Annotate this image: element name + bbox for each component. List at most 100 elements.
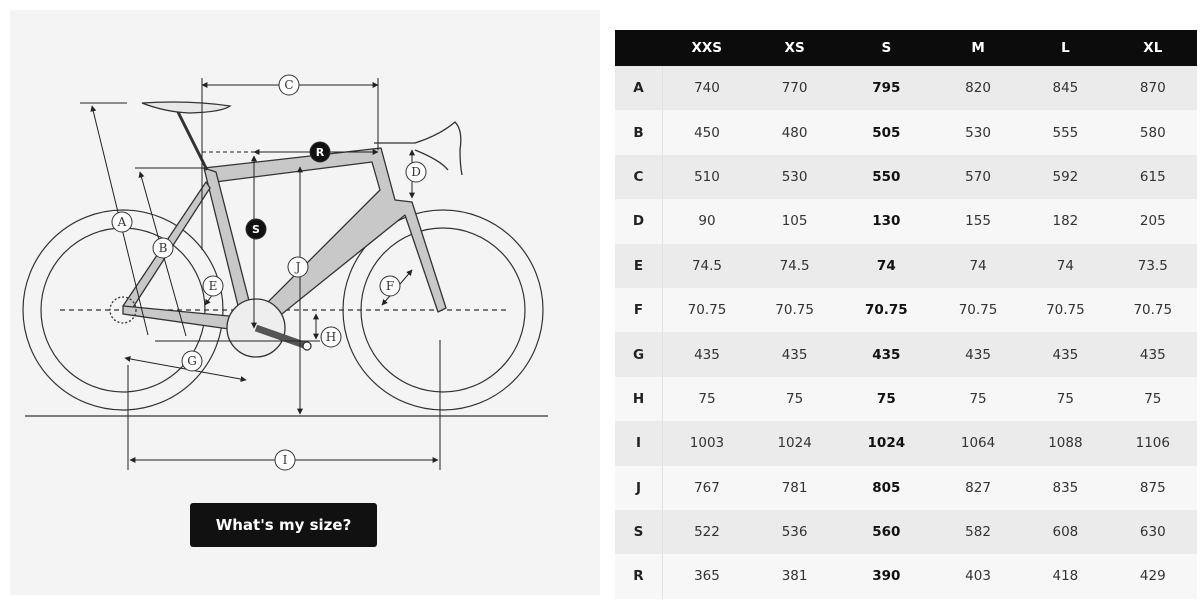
table-cell: 570 xyxy=(965,168,991,185)
row-label: S xyxy=(615,509,663,555)
svg-text:E: E xyxy=(209,279,218,293)
svg-text:R: R xyxy=(316,146,325,159)
table-cell: 480 xyxy=(781,124,808,141)
table-cell: 592 xyxy=(1052,168,1079,185)
table-cell: 75 xyxy=(1144,390,1162,407)
table-cell: 505 xyxy=(872,124,901,141)
table-cell: 130 xyxy=(872,213,901,230)
row-label: C xyxy=(615,154,663,200)
table-cell: 1064 xyxy=(960,435,996,452)
table-row: G 435 435 435 435 435 435 xyxy=(615,332,1197,377)
row-label: J xyxy=(615,465,663,510)
label-f: F xyxy=(379,275,401,297)
table-header-row: XXS XS S M L XL xyxy=(615,30,1197,66)
row-label: H xyxy=(615,376,663,422)
table-cell: 74.5 xyxy=(691,257,722,274)
label-i: I xyxy=(274,449,296,471)
table-cell: 435 xyxy=(1139,346,1166,363)
label-d: D xyxy=(405,161,427,183)
column-header-xs: XS xyxy=(784,40,805,56)
table-cell: 536 xyxy=(781,524,808,541)
table-cell: 560 xyxy=(872,524,901,541)
svg-text:J: J xyxy=(294,260,301,274)
svg-text:B: B xyxy=(159,241,168,255)
table-cell: 767 xyxy=(694,479,720,496)
table-cell: 608 xyxy=(1052,524,1079,541)
table-cell: 1088 xyxy=(1048,435,1083,452)
table-cell: 1024 xyxy=(777,435,812,452)
svg-text:A: A xyxy=(117,215,127,229)
column-header-m: M xyxy=(971,40,985,56)
table-cell: 390 xyxy=(872,568,901,585)
table-cell: 70.75 xyxy=(775,302,814,319)
table-cell: 827 xyxy=(965,479,991,496)
table-cell: 450 xyxy=(694,124,720,141)
table-cell: 435 xyxy=(694,346,720,363)
table-cell: 530 xyxy=(965,124,991,141)
table-cell: 1106 xyxy=(1135,435,1170,452)
table-row: S 522 536 560 582 608 630 xyxy=(615,509,1197,555)
column-header-xl: XL xyxy=(1143,40,1163,56)
table-cell: 1003 xyxy=(689,435,725,452)
label-a: A xyxy=(111,211,133,233)
saddle xyxy=(141,101,232,114)
table-cell: 205 xyxy=(1139,213,1166,230)
label-b: B xyxy=(152,237,174,259)
table-cell: 580 xyxy=(1139,124,1166,141)
table-cell: 70.75 xyxy=(1133,302,1173,319)
table-cell: 510 xyxy=(694,168,720,185)
table-cell: 435 xyxy=(872,346,901,363)
label-j: J xyxy=(287,256,309,278)
table-cell: 74.5 xyxy=(779,257,810,274)
bike-frame xyxy=(122,147,447,333)
row-label: D xyxy=(615,199,663,244)
geometry-size-table: XXS XS S M L XL A 740 770 795 820 845 870 B 450 480 505… xyxy=(615,30,1197,599)
geometry-diagram-panel xyxy=(10,10,600,595)
table-cell: 805 xyxy=(872,479,901,496)
seatpost xyxy=(176,111,209,171)
table-cell: 795 xyxy=(872,80,901,97)
table-cell: 74 xyxy=(969,257,987,274)
table-cell: 418 xyxy=(1052,568,1079,585)
label-h: H xyxy=(320,326,342,348)
row-label: F xyxy=(615,287,663,333)
whats-my-size-button[interactable]: What's my size? xyxy=(190,503,377,547)
table-cell: 740 xyxy=(694,80,720,97)
table-cell: 435 xyxy=(781,346,808,363)
table-cell: 615 xyxy=(1139,168,1166,185)
table-cell: 75 xyxy=(969,390,987,407)
handlebar xyxy=(374,121,463,176)
table-cell: 90 xyxy=(698,213,716,230)
table-cell: 182 xyxy=(1052,213,1079,230)
table-cell: 875 xyxy=(1139,479,1166,496)
table-cell: 770 xyxy=(781,80,808,97)
table-cell: 70.75 xyxy=(1046,302,1085,319)
corner-cell xyxy=(615,30,663,66)
table-cell: 70.75 xyxy=(958,302,998,319)
table-cell: 582 xyxy=(965,524,991,541)
column-header-xxs: XXS xyxy=(691,40,722,56)
column-header-l: L xyxy=(1061,40,1070,56)
cassette xyxy=(109,296,137,324)
table-row: A 740 770 795 820 845 870 xyxy=(615,66,1197,111)
label-g: G xyxy=(181,350,203,372)
svg-text:F: F xyxy=(386,279,394,293)
table-cell: 74 xyxy=(876,257,896,274)
table-cell: 845 xyxy=(1052,80,1079,97)
table-cell: 74 xyxy=(1056,257,1074,274)
table-cell: 781 xyxy=(781,479,808,496)
table-cell: 75 xyxy=(786,390,804,407)
table-cell: 435 xyxy=(965,346,991,363)
table-cell: 870 xyxy=(1139,80,1166,97)
table-cell: 75 xyxy=(698,390,716,407)
table-cell: 555 xyxy=(1052,124,1079,141)
table-cell: 820 xyxy=(965,80,991,97)
table-row: H 75 75 75 75 75 75 xyxy=(615,376,1197,422)
table-cell: 75 xyxy=(1056,390,1074,407)
svg-text:D: D xyxy=(411,165,421,179)
label-r: R xyxy=(309,141,331,163)
bike-geometry-diagram: C D A B J E F H G I R S xyxy=(22,74,548,471)
table-cell: 530 xyxy=(781,168,808,185)
table-cell: 70.75 xyxy=(864,302,908,319)
table-cell: 70.75 xyxy=(687,302,727,319)
